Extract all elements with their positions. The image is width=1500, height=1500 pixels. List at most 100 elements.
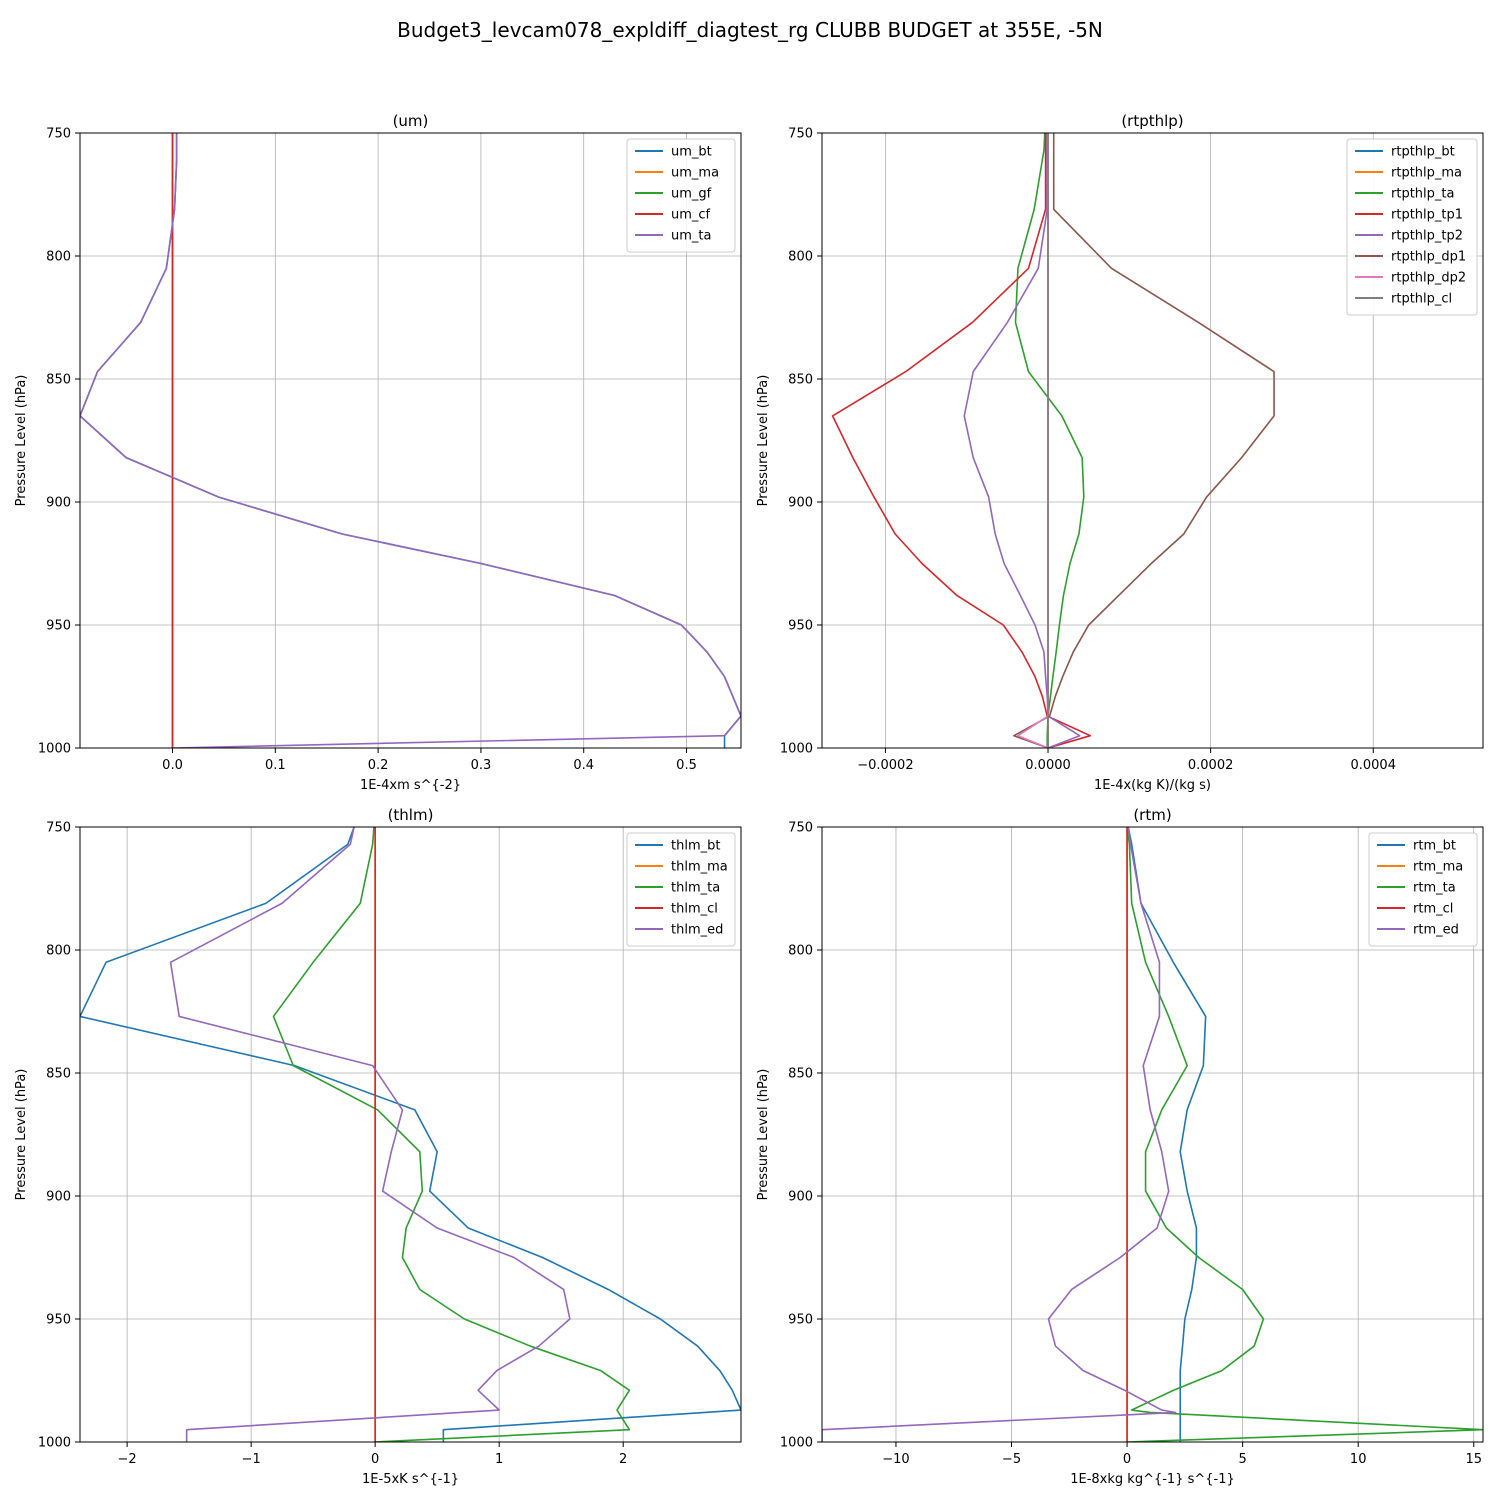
y-tick-label: 900	[46, 1190, 71, 1205]
x-tick-label: 0	[371, 1452, 379, 1467]
x-tick-label: 0.5	[676, 758, 697, 773]
series-line-rtpthlp_dp1	[1013, 133, 1275, 748]
x-axis-label: 1E-8xkg kg^{-1} s^{-1}	[1070, 1472, 1235, 1487]
y-tick-label: 1000	[38, 1436, 71, 1451]
x-tick-label: −2	[118, 1452, 137, 1467]
legend-label: um_ta	[671, 229, 711, 244]
axes-frame	[79, 132, 742, 749]
legend-label: rtm_ma	[1413, 860, 1463, 875]
series-line-rtm_ed	[822, 827, 1177, 1442]
series-line-rtpthlp_ta	[1014, 133, 1085, 748]
series-line-rtm_bt	[1127, 827, 1207, 1442]
x-tick-label: 15	[1465, 1452, 1482, 1467]
axes-frame	[821, 132, 1484, 749]
x-tick-label: 0.0002	[1188, 758, 1234, 773]
y-tick-label: 950	[788, 1313, 813, 1328]
series-line-rtm_ta	[1126, 827, 1483, 1442]
legend-box	[1346, 138, 1478, 316]
legend-label: thlm_bt	[671, 839, 720, 854]
x-tick-label: 0	[1123, 1452, 1131, 1467]
y-tick-label: 1000	[780, 1436, 813, 1451]
y-axis-label: Pressure Level (hPa)	[756, 375, 771, 507]
legend-label: thlm_ed	[671, 923, 723, 938]
series-group	[831, 133, 1275, 748]
panel-rtpthlp: −0.0002 0.0000 0.0002 0.0004 750 800 850 900 950…	[756, 112, 1484, 793]
series-group	[80, 827, 741, 1442]
x-tick-label: 0.2	[368, 758, 389, 773]
legend: rtm_bt rtm_ma rtm_ta rtm_cl rtm_ed	[1368, 832, 1478, 947]
legend-label: um_gf	[671, 187, 712, 202]
x-tick-label: 0.0	[162, 758, 183, 773]
figure-title: Budget3_levcam078_expldiff_diagtest_rg C…	[397, 18, 1103, 42]
y-tick-label: 900	[788, 496, 813, 511]
x-tick-label: 1	[495, 1452, 503, 1467]
series-group	[822, 827, 1483, 1442]
series-line-um_ta	[80, 133, 741, 748]
y-tick-label: 750	[788, 821, 813, 836]
x-tick-label: −10	[882, 1452, 909, 1467]
legend: rtpthlp_bt rtpthlp_ma rtpthlp_ta rtpthlp_tp…	[1346, 138, 1478, 316]
legend: um_bt um_ma um_gf um_cf um_ta	[626, 138, 736, 253]
panel-thlm: −2 −1 0 1 2 750 800 850 900 950 1000 (thlm) 1E-5xK s…	[14, 806, 742, 1487]
y-tick-label: 950	[46, 619, 71, 634]
panel-title: (rtpthlp)	[1121, 112, 1183, 130]
y-tick-label: 800	[46, 250, 71, 265]
panel-rtm: −10 −5 0 5 10 15 750 800 850 900 950 1000 (rtm) 1E-8x…	[756, 806, 1484, 1487]
x-tick-label: 0.0000	[1025, 758, 1071, 773]
y-tick-label: 1000	[38, 742, 71, 757]
legend-label: rtpthlp_tp1	[1391, 208, 1463, 223]
y-tick-label: 950	[788, 619, 813, 634]
legend-label: rtpthlp_ma	[1391, 166, 1462, 181]
series-group	[80, 133, 741, 748]
legend-label: rtpthlp_cl	[1391, 292, 1452, 307]
series-line-thlm_bt	[80, 827, 741, 1442]
y-axis-label: Pressure Level (hPa)	[14, 375, 29, 507]
legend-label: um_bt	[671, 145, 712, 160]
series-line-thlm_ta	[272, 827, 631, 1442]
panel-title: (rtm)	[1133, 806, 1171, 824]
legend-label: rtpthlp_ta	[1391, 187, 1454, 202]
y-tick-label: 750	[46, 127, 71, 142]
y-tick-label: 850	[46, 373, 71, 388]
axes-frame	[79, 826, 742, 1443]
panel-title: (thlm)	[388, 806, 434, 824]
legend: thlm_bt thlm_ma thlm_ta thlm_cl thlm_ed	[626, 832, 736, 947]
series-line-thlm_ed	[169, 827, 571, 1442]
legend-label: rtpthlp_dp1	[1391, 250, 1466, 265]
legend-label: um_cf	[671, 208, 711, 223]
x-tick-label: 0.0004	[1350, 758, 1396, 773]
y-tick-label: 900	[46, 496, 71, 511]
y-axis-label: Pressure Level (hPa)	[756, 1069, 771, 1201]
series-line-rtpthlp_tp2	[963, 133, 1081, 748]
legend-box	[1368, 832, 1478, 947]
y-tick-label: 850	[788, 373, 813, 388]
y-tick-label: 850	[788, 1067, 813, 1082]
y-tick-label: 900	[788, 1190, 813, 1205]
legend-label: thlm_cl	[671, 902, 718, 917]
panel-um: 0.0 0.1 0.2 0.3 0.4 0.5 750 800 850 900 950 1000 (um…	[14, 112, 742, 793]
legend-label: rtm_bt	[1413, 839, 1456, 854]
x-tick-label: 0.4	[573, 758, 594, 773]
y-tick-label: 850	[46, 1067, 71, 1082]
legend-label: um_ma	[671, 166, 719, 181]
y-tick-label: 750	[46, 821, 71, 836]
y-tick-label: 950	[46, 1313, 71, 1328]
x-tick-label: 10	[1350, 1452, 1367, 1467]
legend-label: thlm_ta	[671, 881, 720, 896]
legend-box	[626, 138, 736, 253]
x-tick-label: 2	[619, 1452, 627, 1467]
axes-frame	[821, 826, 1484, 1443]
legend-label: rtpthlp_dp2	[1391, 271, 1466, 286]
legend-label: rtpthlp_bt	[1391, 145, 1455, 160]
x-axis-label: 1E-4xm s^{-2}	[360, 778, 461, 793]
y-tick-label: 750	[788, 127, 813, 142]
legend-label: rtpthlp_tp2	[1391, 229, 1463, 244]
y-tick-label: 800	[788, 944, 813, 959]
x-tick-label: −0.0002	[857, 758, 913, 773]
legend-box	[626, 832, 736, 947]
legend-label: rtm_ed	[1413, 923, 1459, 938]
legend-label: rtm_ta	[1413, 881, 1456, 896]
x-tick-label: −5	[1002, 1452, 1021, 1467]
